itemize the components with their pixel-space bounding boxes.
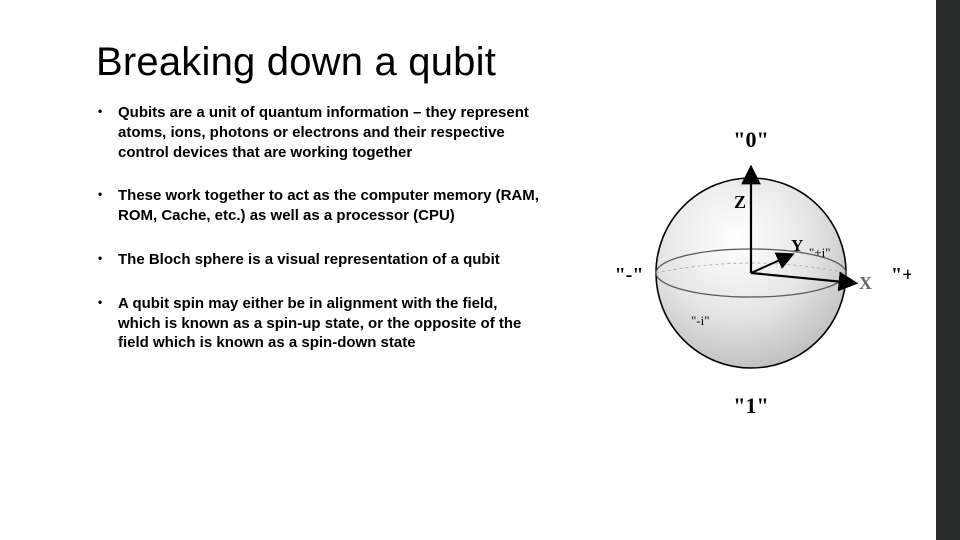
plus-i-label: "+i" xyxy=(809,245,831,260)
bullet-item: The Bloch sphere is a visual representat… xyxy=(96,250,544,270)
bullet-item: These work together to act as the comput… xyxy=(96,186,544,226)
right-label: "+" xyxy=(891,264,911,286)
bottom-pole-label: "1" xyxy=(733,393,768,418)
x-axis-label: X xyxy=(859,273,872,293)
bloch-sphere-figure: Z X Y "0" "1" "-" "+" "+i" "-i" xyxy=(591,113,911,433)
columns: Qubits are a unit of quantum information… xyxy=(96,103,916,433)
top-pole-label: "0" xyxy=(733,127,768,152)
left-label: "-" xyxy=(615,264,644,286)
bullet-item: Qubits are a unit of quantum information… xyxy=(96,103,544,162)
slide-title: Breaking down a qubit xyxy=(96,40,916,85)
minus-i-label: "-i" xyxy=(691,313,710,328)
slide: Breaking down a qubit Qubits are a unit … xyxy=(0,0,960,540)
figure-column: Z X Y "0" "1" "-" "+" "+i" "-i" xyxy=(556,103,916,433)
accent-sidebar xyxy=(936,0,960,540)
z-axis-label: Z xyxy=(734,192,746,212)
y-axis-label: Y xyxy=(791,236,803,255)
bullet-item: A qubit spin may either be in alignment … xyxy=(96,294,544,353)
text-column: Qubits are a unit of quantum information… xyxy=(96,103,556,377)
bullet-list: Qubits are a unit of quantum information… xyxy=(96,103,544,353)
content-area: Breaking down a qubit Qubits are a unit … xyxy=(0,0,936,540)
